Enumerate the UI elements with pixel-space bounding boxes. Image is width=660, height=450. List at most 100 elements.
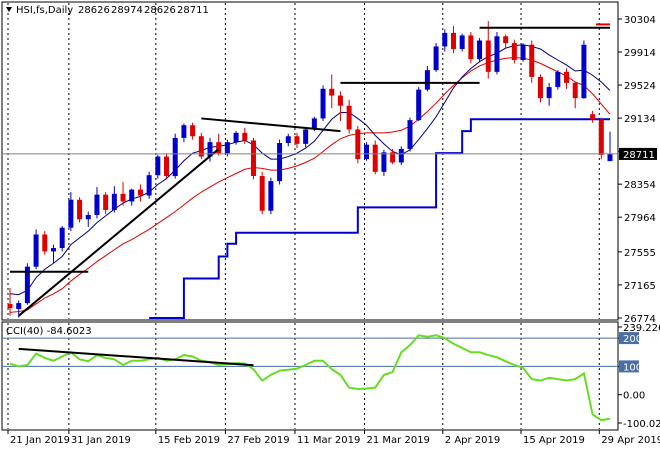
candle-body (24, 266, 30, 304)
price-plot (2, 21, 618, 319)
candle-body (433, 46, 439, 71)
candle-body (564, 71, 570, 83)
candle-body (520, 44, 526, 60)
x-tick-label: 21 Mar 2019 (367, 435, 430, 446)
candle-body (555, 71, 561, 88)
candle-body (372, 144, 378, 172)
candle-body (164, 156, 170, 177)
candle-body (390, 152, 396, 163)
trendline[interactable] (201, 117, 341, 133)
candle-body (407, 120, 413, 149)
cci-y-tick-label: 239.2268 (623, 323, 660, 334)
candle-body (242, 132, 248, 141)
candle-body (268, 181, 274, 211)
cci-plot (2, 334, 618, 422)
x-tick-label: 11 Mar 2019 (297, 435, 360, 446)
candle-body (50, 248, 56, 252)
cci-level-tag (619, 360, 639, 373)
x-tick-label: 2 Apr 2019 (445, 435, 500, 446)
ohlc-open: 28626 (78, 5, 110, 16)
cci-trendline[interactable] (18, 347, 254, 367)
last-price-label: 28711 (623, 150, 655, 161)
y-tick-label: 27555 (624, 248, 656, 259)
x-tick-label: 21 Jan 2019 (10, 435, 70, 446)
candle-body (77, 199, 83, 220)
last-price-tag (619, 147, 657, 160)
ohlc-close: 28711 (177, 5, 209, 16)
y-tick-label: 27964 (624, 213, 656, 224)
candle-body (103, 194, 109, 210)
candle-body (311, 118, 317, 130)
candle-body (216, 142, 222, 154)
cci-y-tick-label: 0.00 (623, 391, 645, 402)
candle-body (329, 88, 335, 96)
candle-body (598, 119, 604, 155)
cci-line (9, 334, 611, 422)
y-tick-label: 30304 (624, 15, 656, 26)
x-tick-label: 15 Apr 2019 (523, 435, 585, 446)
candle-body (172, 137, 178, 177)
candle-body (190, 125, 196, 137)
candle-body (294, 136, 300, 144)
triangle-down-icon[interactable] (6, 7, 12, 12)
x-tick-label: 15 Feb 2019 (158, 435, 220, 446)
candle-body (59, 227, 65, 249)
slow-moving-average-line (9, 56, 611, 313)
candle-body (303, 129, 309, 144)
candle-body (224, 142, 230, 154)
candle-body (233, 132, 239, 143)
candle-body (250, 140, 256, 177)
candle-body (355, 129, 361, 160)
candle-body (120, 193, 126, 202)
candle-body (111, 193, 117, 210)
candle-body (207, 142, 213, 157)
candle-body (546, 87, 552, 99)
candle-body (129, 189, 135, 202)
candle-body (503, 36, 509, 44)
candle-body (337, 95, 343, 106)
candle-body (477, 40, 483, 60)
cci-y-tick-label: 200 (623, 334, 642, 345)
candle-body (581, 44, 587, 99)
y-tick-label: 29524 (624, 81, 656, 92)
candle-body (416, 89, 422, 121)
price-title: HSI,fs,Daily (16, 5, 73, 16)
trendline[interactable] (18, 148, 220, 317)
candle-body (33, 234, 39, 267)
y-tick-label: 29134 (624, 114, 656, 125)
candle-body (259, 176, 265, 211)
candle-body (529, 44, 535, 77)
candle-body (442, 32, 448, 47)
cci-level-tag (619, 332, 639, 345)
candle-body (155, 156, 161, 176)
candle-body (607, 153, 613, 162)
candle-body (468, 35, 474, 60)
fast-moving-average-line (9, 44, 611, 296)
cci-y-axis: 239.2268200 100 0.00 -100.023 (618, 323, 660, 430)
cci-y-tick-label: -100.023 (623, 419, 660, 430)
y-tick-label: 27165 (624, 281, 656, 292)
cci-panel-frame (1, 321, 619, 431)
candle-body (424, 70, 430, 90)
candle-body (320, 88, 326, 119)
candle-body (494, 36, 500, 72)
y-tick-label: 29914 (624, 48, 656, 59)
cci-title: CCI(40) -84.6023 (6, 326, 92, 337)
candle-body (485, 40, 491, 72)
x-tick-label: 29 Apr 2019 (601, 435, 660, 446)
candle-body (346, 105, 352, 130)
candle-body (137, 189, 143, 196)
candle-body (537, 76, 543, 99)
price-y-axis: 3030429914295242913428743283542796427555… (618, 15, 657, 325)
candle-body (42, 234, 48, 252)
candle-body (590, 114, 596, 120)
ohlc-low: 28626 (144, 5, 176, 16)
candle-body (85, 215, 91, 220)
candle-body (511, 43, 517, 60)
cci-y-tick-label: 100 (623, 362, 642, 373)
x-tick-label: 31 Jan 2019 (71, 435, 131, 446)
candle-body (285, 136, 291, 144)
ohlc-high: 28974 (111, 5, 143, 16)
price-panel-frame (1, 1, 619, 321)
